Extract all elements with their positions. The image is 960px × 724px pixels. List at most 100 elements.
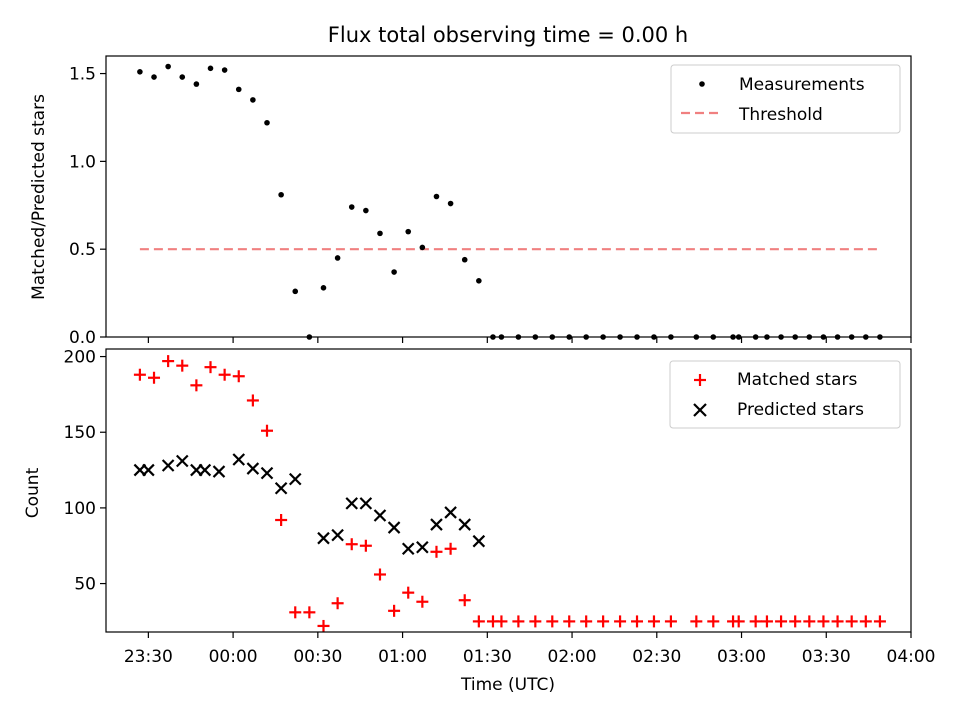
matched-star-point — [803, 615, 816, 628]
xtick-label: 00:30 — [293, 647, 342, 667]
predicted-star-point — [161, 459, 175, 472]
bottom-y-axis-label: Count — [23, 467, 43, 518]
measurements-legend-label: Measurements — [739, 75, 865, 95]
measurement-point — [292, 288, 299, 295]
measurement-point — [250, 97, 256, 103]
bottom-ytick-label: 50 — [74, 575, 96, 595]
matched-star-point — [190, 379, 203, 392]
measurement-point — [419, 244, 426, 251]
predicted-legend-marker — [693, 403, 707, 417]
matched-star-point — [647, 615, 660, 628]
xtick-label: 23:30 — [124, 647, 173, 667]
predicted-star-point — [317, 531, 330, 545]
matched-star-point — [218, 368, 231, 381]
matched-star-point — [444, 542, 457, 555]
predicted-star-point — [288, 472, 302, 486]
top-ytick-label: 0.5 — [69, 240, 96, 260]
figure-title: Flux total observing time = 0.00 h — [328, 23, 688, 47]
xtick-label: 01:00 — [378, 647, 427, 667]
matched-star-point — [707, 615, 720, 628]
measurement-point — [433, 193, 440, 200]
matched-star-point — [317, 619, 330, 632]
matched-star-point — [789, 615, 802, 628]
matched-star-point — [345, 538, 358, 551]
measurement-point — [165, 63, 171, 70]
matched-star-point — [246, 394, 259, 407]
matched-star-point — [495, 615, 508, 628]
measurement-point — [207, 65, 214, 72]
predicted-legend-label: Predicted stars — [737, 400, 864, 420]
matched-star-point — [529, 615, 542, 628]
top-legend: Measurements Threshold — [670, 64, 901, 134]
matched-star-point — [563, 615, 576, 628]
matched-star-point — [303, 606, 316, 619]
matched-legend-marker — [694, 374, 706, 386]
measurement-point — [193, 81, 200, 87]
xtick-label: 02:00 — [548, 647, 597, 667]
measurement-point — [320, 285, 327, 291]
measurement-point — [334, 255, 341, 261]
xtick-label: 03:30 — [802, 647, 851, 667]
matched-star-point — [331, 597, 344, 610]
predicted-star-point — [175, 454, 189, 468]
predicted-star-point — [331, 528, 344, 542]
measurement-point — [179, 74, 186, 80]
matched-star-point — [859, 615, 872, 628]
matched-star-point — [458, 594, 471, 607]
matched-star-point — [817, 615, 830, 628]
bottom-legend-box — [669, 360, 901, 429]
predicted-star-point — [246, 462, 260, 475]
measurement-point — [476, 278, 482, 284]
top-ytick-label: 1.0 — [69, 152, 96, 172]
predicted-stars-points — [133, 453, 486, 556]
measurement-point — [221, 67, 228, 73]
predicted-star-point — [142, 463, 155, 477]
bottom-y-ticks: 50 100 150 200 — [64, 348, 106, 595]
matched-star-point — [512, 615, 525, 628]
matched-star-point — [597, 615, 610, 628]
measurement-point — [447, 200, 454, 207]
measurements-legend-marker — [699, 81, 705, 87]
threshold-legend-label: Threshold — [738, 105, 823, 125]
matched-star-point — [133, 368, 146, 381]
matched-star-point — [289, 606, 302, 619]
matched-stars-points — [133, 355, 886, 632]
matched-star-point — [472, 615, 485, 628]
measurement-point — [405, 228, 412, 235]
predicted-star-point — [274, 481, 288, 495]
matched-star-point — [275, 514, 288, 527]
bottom-ytick-label: 100 — [64, 499, 96, 519]
measurement-point — [391, 269, 397, 275]
xtick-label: 00:00 — [209, 647, 258, 667]
predicted-star-point — [260, 466, 274, 480]
top-ytick-label: 0.0 — [69, 328, 96, 348]
matched-star-point — [430, 545, 443, 558]
predicted-star-point — [458, 518, 471, 531]
bottom-legend: Matched stars Predicted stars — [669, 360, 901, 429]
bottom-x-ticks: 23:30 00:00 00:30 01:00 01:30 02:00 02:30 03:00… — [124, 632, 936, 667]
predicted-star-point — [373, 509, 387, 522]
bottom-ytick-label: 150 — [64, 423, 96, 443]
matched-star-point — [580, 615, 593, 628]
matched-star-point — [148, 371, 161, 384]
xtick-label: 03:00 — [717, 647, 766, 667]
matched-star-point — [845, 615, 858, 628]
predicted-star-point — [444, 506, 457, 519]
predicted-star-point — [359, 497, 373, 510]
matched-star-point — [831, 615, 844, 628]
matched-star-point — [614, 615, 627, 628]
xtick-label: 01:30 — [463, 647, 512, 667]
measurement-point — [461, 256, 468, 263]
bottom-ytick-label: 200 — [64, 348, 96, 368]
measurement-point — [235, 86, 242, 93]
predicted-star-point — [430, 518, 443, 531]
measurement-point — [348, 204, 355, 210]
matched-star-point — [760, 615, 773, 628]
predicted-star-point — [232, 453, 246, 466]
predicted-star-point — [472, 534, 486, 548]
predicted-star-point — [401, 542, 415, 556]
predicted-star-point — [345, 497, 359, 510]
measurement-point — [363, 207, 369, 214]
x-axis-label: Time (UTC) — [460, 675, 555, 695]
